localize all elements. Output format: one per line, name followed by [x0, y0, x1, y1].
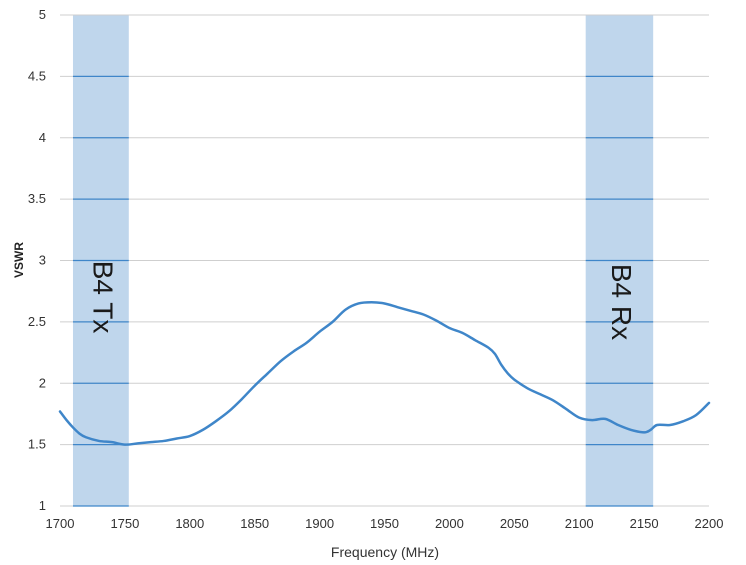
vswr-series: [58, 300, 711, 446]
band-labels: B4 Tx B4 Rx: [87, 261, 637, 340]
x-tick-label: 2100: [565, 516, 594, 531]
x-tick-label: 1750: [110, 516, 139, 531]
y-tick-label: 2: [39, 375, 46, 390]
band-tx-label: B4 Tx: [87, 261, 118, 334]
x-tick-label: 2150: [630, 516, 659, 531]
y-tick-label: 1: [39, 498, 46, 513]
band-rx-label: B4 Rx: [606, 264, 637, 340]
y-tick-label: 3: [39, 253, 46, 268]
y-tick-label: 1.5: [28, 437, 46, 452]
x-tick-label: 1800: [175, 516, 204, 531]
x-tick-label: 2050: [500, 516, 529, 531]
x-axis-ticks: 1700 1750 1800 1850 1900 1950 2000 2050 2100 2150…: [46, 516, 724, 531]
y-axis-ticks: 1 1.5 2 2.5 3 3.5 4 4.5 5: [28, 7, 46, 513]
x-tick-label: 2200: [695, 516, 724, 531]
x-tick-label: 2000: [435, 516, 464, 531]
y-tick-label: 4: [39, 130, 46, 145]
gridlines: [60, 14, 709, 507]
vswr-line: [58, 300, 711, 446]
x-tick-label: 1900: [305, 516, 334, 531]
y-tick-label: 5: [39, 7, 46, 22]
y-tick-label: 2.5: [28, 314, 46, 329]
x-axis-label: Frequency (MHz): [331, 544, 439, 560]
x-tick-label: 1850: [240, 516, 269, 531]
x-tick-label: 1700: [46, 516, 75, 531]
x-tick-label: 1950: [370, 516, 399, 531]
y-tick-label: 3.5: [28, 191, 46, 206]
y-axis-label: VSWR: [12, 242, 26, 278]
y-tick-label: 4.5: [28, 68, 46, 83]
